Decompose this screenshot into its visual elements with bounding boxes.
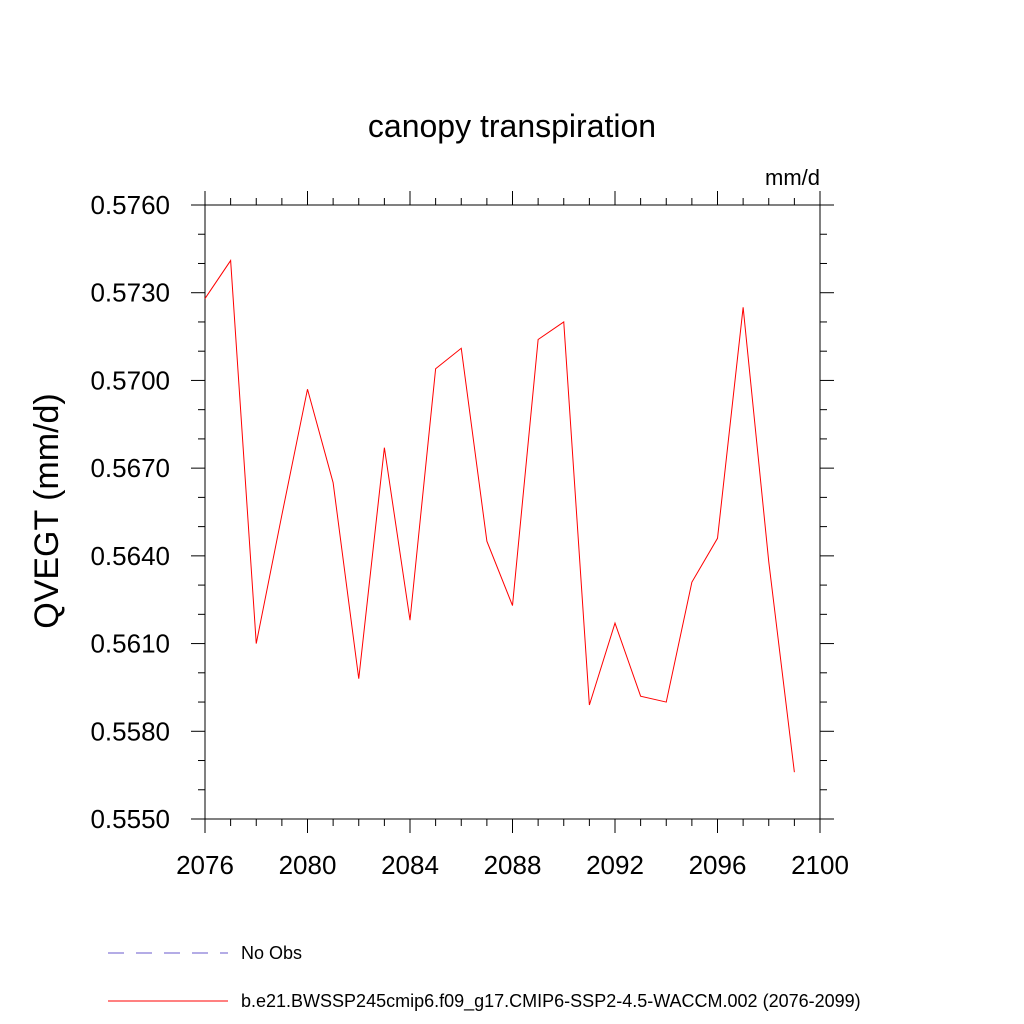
- y-tick-label: 0.5550: [90, 804, 170, 834]
- x-ticks: 2076 2080 2084 2088 2092 2096 2100: [176, 191, 849, 880]
- chart-title: canopy transpiration: [368, 108, 656, 144]
- x-tick-label: 2076: [176, 850, 234, 880]
- y-axis-label: QVEGT (mm/d): [28, 393, 66, 629]
- x-tick-label: 2084: [381, 850, 439, 880]
- series-layer: [204, 259, 795, 773]
- minor-ticks: [198, 198, 827, 826]
- x-tick-label: 2100: [791, 850, 849, 880]
- series-line: [204, 259, 795, 773]
- y-tick-label: 0.5730: [90, 278, 170, 308]
- x-tick-label: 2092: [586, 850, 644, 880]
- y-tick-label: 0.5760: [90, 190, 170, 220]
- legend-label-no-obs: No Obs: [241, 943, 302, 963]
- y-tick-label: 0.5580: [90, 716, 170, 746]
- x-tick-label: 2080: [279, 850, 337, 880]
- y-tick-label: 0.5670: [90, 453, 170, 483]
- y-tick-label: 0.5700: [90, 365, 170, 395]
- y-tick-label: 0.5640: [90, 541, 170, 571]
- y-tick-label: 0.5610: [90, 629, 170, 659]
- units-label: mm/d: [765, 165, 820, 190]
- plot-border: [204, 204, 821, 820]
- x-tick-label: 2088: [484, 850, 542, 880]
- x-tick-label: 2096: [689, 850, 747, 880]
- y-ticks: 0.5550 0.5580 0.5610 0.5640 0.5670 0.5700 0.57…: [90, 190, 834, 834]
- legend: No Obs b.e21.BWSSP245cmip6.f09_g17.CMIP6…: [108, 943, 861, 1012]
- legend-label-model: b.e21.BWSSP245cmip6.f09_g17.CMIP6-SSP2-4…: [241, 991, 861, 1012]
- plot-frame: [204, 204, 821, 820]
